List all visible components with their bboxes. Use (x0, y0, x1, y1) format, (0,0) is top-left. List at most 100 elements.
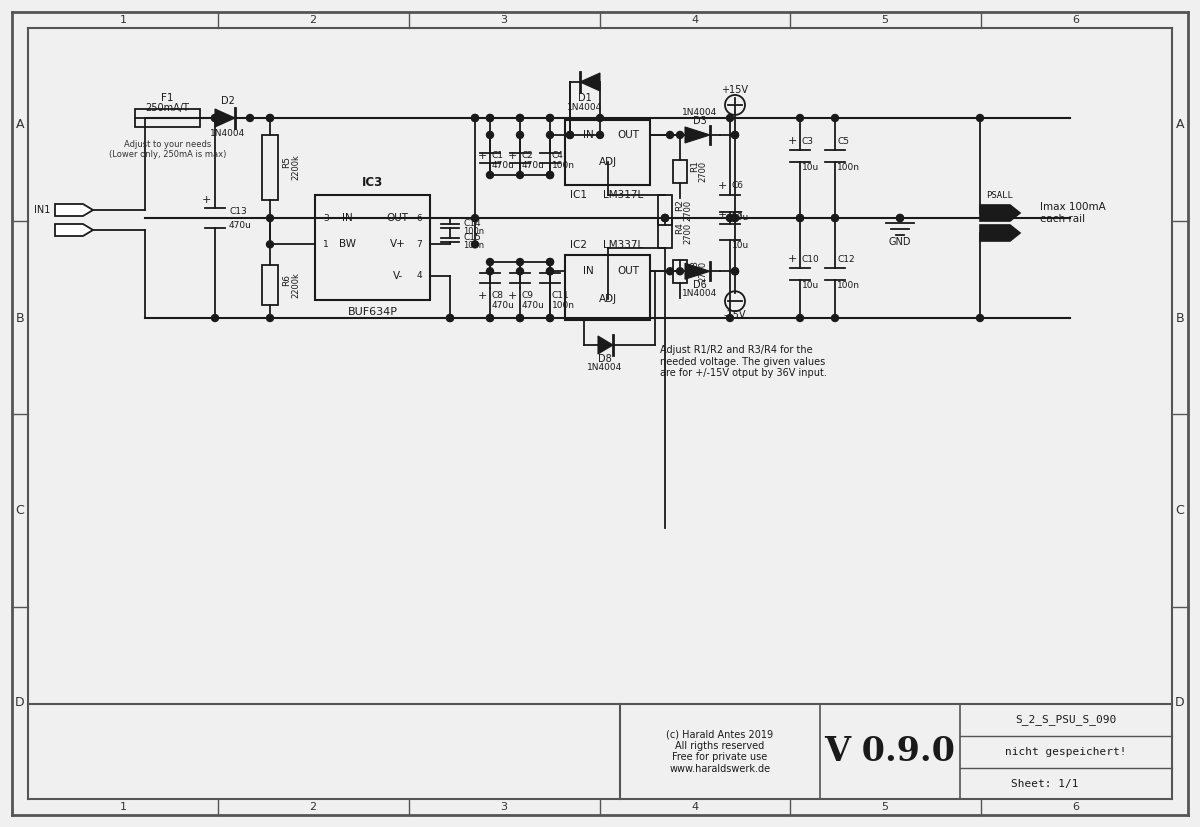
Circle shape (246, 114, 253, 122)
Text: R2: R2 (674, 199, 684, 211)
Circle shape (486, 114, 493, 122)
Circle shape (546, 314, 553, 322)
Circle shape (732, 131, 738, 138)
Circle shape (977, 114, 984, 122)
Text: 1: 1 (323, 240, 329, 249)
Text: 2700: 2700 (698, 161, 707, 182)
Text: 1N4004: 1N4004 (210, 130, 245, 138)
Circle shape (546, 268, 553, 275)
Circle shape (211, 314, 218, 322)
Circle shape (732, 131, 738, 138)
Circle shape (726, 214, 733, 222)
Text: C3: C3 (802, 136, 814, 146)
Circle shape (726, 214, 733, 222)
Text: 3: 3 (500, 15, 508, 25)
Text: +: + (508, 291, 517, 301)
Text: 3: 3 (323, 213, 329, 222)
Circle shape (832, 214, 839, 222)
Text: IN1: IN1 (34, 205, 50, 215)
Text: R6: R6 (282, 274, 292, 286)
Text: 2700: 2700 (683, 199, 692, 221)
Text: C4: C4 (552, 151, 564, 160)
Circle shape (546, 114, 553, 122)
Text: 470u: 470u (492, 300, 515, 309)
Circle shape (266, 214, 274, 222)
Polygon shape (55, 224, 94, 236)
Text: 3: 3 (500, 802, 508, 812)
Circle shape (661, 214, 668, 222)
Text: C6: C6 (732, 181, 744, 190)
Text: R5: R5 (282, 156, 292, 169)
Circle shape (516, 114, 523, 122)
Text: OUT: OUT (386, 213, 409, 223)
Text: +: + (508, 151, 517, 161)
Text: 100n: 100n (463, 241, 484, 250)
Text: D8: D8 (598, 354, 612, 364)
Circle shape (596, 131, 604, 138)
Text: R3: R3 (690, 261, 698, 273)
Text: IC2: IC2 (570, 240, 587, 250)
Polygon shape (980, 205, 1020, 221)
Text: D3: D3 (694, 116, 707, 126)
Text: C1: C1 (492, 151, 504, 160)
Circle shape (566, 131, 574, 138)
Circle shape (832, 314, 839, 322)
Circle shape (832, 214, 839, 222)
Circle shape (732, 268, 738, 275)
Circle shape (977, 314, 984, 322)
Text: A: A (1176, 118, 1184, 131)
Text: V 0.9.0: V 0.9.0 (824, 735, 955, 768)
Circle shape (516, 171, 523, 179)
Text: C2: C2 (522, 151, 534, 160)
Circle shape (832, 114, 839, 122)
Text: Sheet: 1/1: Sheet: 1/1 (1012, 779, 1079, 789)
Polygon shape (598, 336, 613, 354)
Text: 10u: 10u (732, 241, 749, 251)
Text: nicht gespeichert!: nicht gespeichert! (1006, 747, 1127, 757)
Circle shape (486, 114, 493, 122)
Circle shape (472, 114, 479, 122)
Text: 7: 7 (416, 240, 422, 249)
Bar (262, 135, 278, 200)
Bar (134, 109, 200, 127)
Circle shape (732, 214, 738, 222)
Bar (673, 260, 686, 283)
Text: Imax 100mA
each rail: Imax 100mA each rail (1040, 202, 1105, 224)
Text: 1: 1 (120, 802, 126, 812)
Text: +: + (478, 151, 487, 161)
Text: 6: 6 (1073, 15, 1080, 25)
Circle shape (516, 114, 523, 122)
Circle shape (666, 268, 673, 275)
Bar (314, 195, 430, 300)
Circle shape (446, 314, 454, 322)
Text: C11: C11 (552, 291, 570, 300)
Text: D6: D6 (694, 280, 707, 290)
Text: +: + (718, 181, 727, 191)
Text: C14: C14 (463, 218, 481, 227)
Text: A: A (16, 118, 24, 131)
Text: OUT: OUT (618, 266, 640, 276)
Circle shape (797, 314, 804, 322)
Circle shape (732, 268, 738, 275)
Text: C5: C5 (838, 136, 850, 146)
Text: R1: R1 (690, 160, 698, 173)
Text: C15: C15 (463, 233, 481, 241)
Text: 470u: 470u (522, 160, 545, 170)
Circle shape (266, 241, 274, 248)
Text: C: C (1176, 504, 1184, 518)
Text: LM317L: LM317L (604, 190, 643, 200)
Circle shape (546, 114, 553, 122)
Text: GND: GND (889, 237, 911, 247)
Text: C12: C12 (838, 255, 854, 264)
Circle shape (726, 314, 733, 322)
Circle shape (472, 114, 479, 122)
Text: 4: 4 (691, 15, 698, 25)
Circle shape (486, 268, 493, 275)
Text: B: B (16, 312, 24, 324)
Polygon shape (55, 204, 94, 216)
Text: S_2_S_PSU_S_090: S_2_S_PSU_S_090 (1015, 715, 1117, 725)
Bar (673, 160, 686, 183)
Text: 4: 4 (416, 271, 422, 280)
Text: 4: 4 (691, 802, 698, 812)
Text: 470u: 470u (522, 300, 545, 309)
